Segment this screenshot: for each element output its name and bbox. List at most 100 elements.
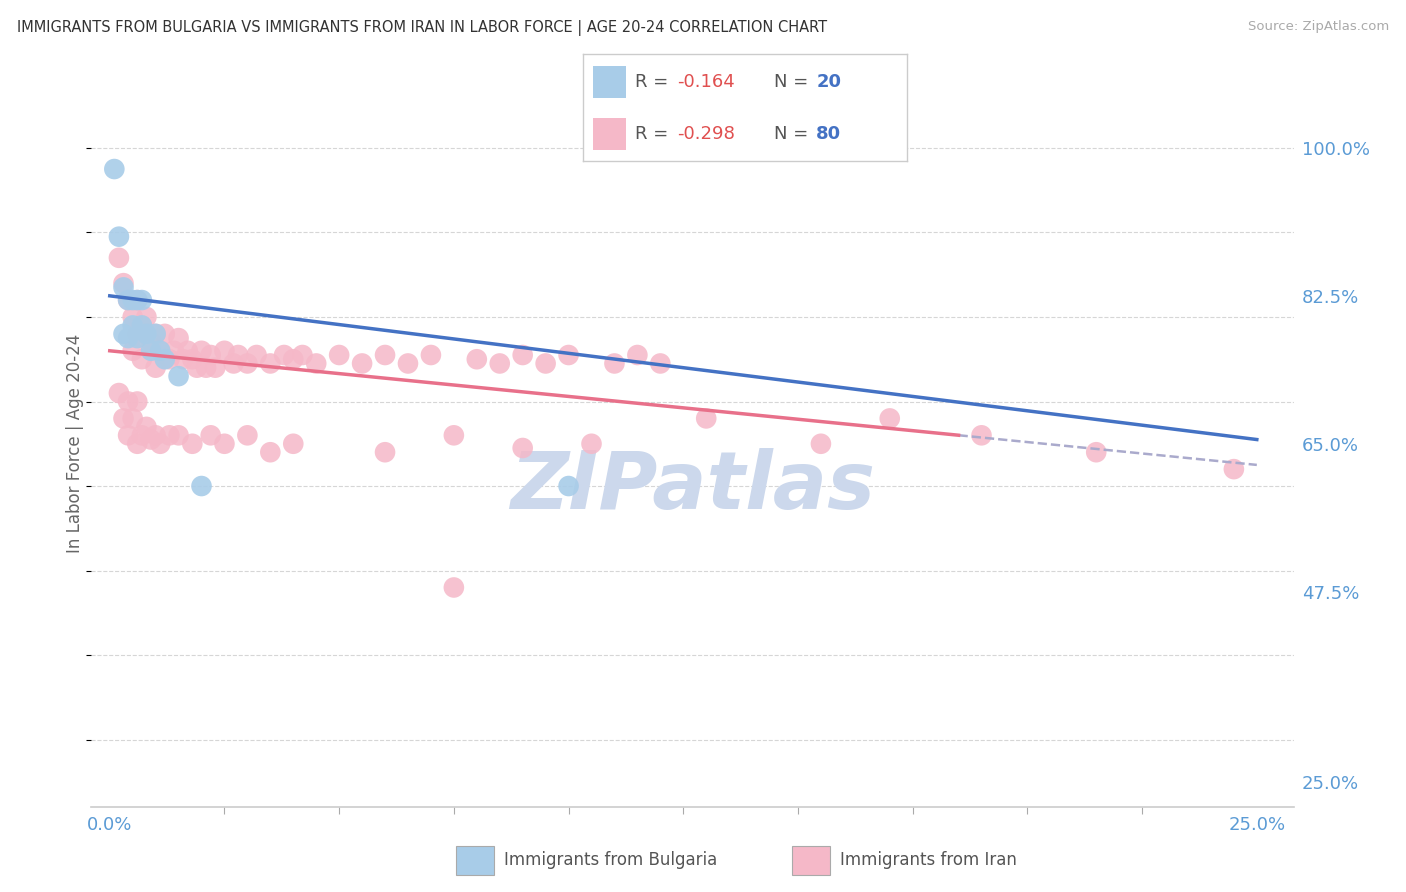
Point bbox=[190, 343, 212, 358]
Point bbox=[121, 310, 143, 324]
Point bbox=[145, 326, 167, 341]
Point bbox=[145, 360, 167, 375]
Point bbox=[103, 162, 125, 177]
Point bbox=[970, 428, 993, 442]
FancyBboxPatch shape bbox=[456, 846, 495, 875]
Point bbox=[186, 360, 208, 375]
Point bbox=[443, 581, 465, 595]
FancyBboxPatch shape bbox=[792, 846, 830, 875]
Point bbox=[131, 352, 153, 367]
Point bbox=[305, 356, 328, 370]
Text: ZIPatlas: ZIPatlas bbox=[510, 449, 875, 526]
Point bbox=[108, 386, 131, 401]
Point bbox=[200, 428, 222, 442]
Point bbox=[112, 411, 135, 425]
Point bbox=[117, 394, 139, 409]
Point bbox=[603, 356, 626, 370]
Point bbox=[167, 428, 190, 442]
Point bbox=[810, 437, 832, 451]
Point bbox=[153, 352, 176, 367]
Point bbox=[172, 352, 194, 367]
Text: 80: 80 bbox=[817, 125, 841, 143]
Point bbox=[121, 318, 143, 333]
Text: N =: N = bbox=[775, 125, 814, 143]
Text: 20: 20 bbox=[817, 73, 841, 91]
Point bbox=[512, 441, 534, 455]
Point bbox=[167, 369, 190, 384]
Point bbox=[396, 356, 419, 370]
Point bbox=[465, 352, 488, 367]
Point bbox=[131, 293, 153, 307]
Point bbox=[127, 326, 149, 341]
Point bbox=[149, 343, 172, 358]
Point bbox=[236, 356, 259, 370]
Point bbox=[214, 343, 236, 358]
Point bbox=[1223, 462, 1246, 476]
Point bbox=[557, 479, 579, 493]
Point bbox=[245, 348, 267, 362]
Text: R =: R = bbox=[636, 125, 675, 143]
Point bbox=[291, 348, 314, 362]
Point bbox=[557, 348, 579, 362]
Text: IMMIGRANTS FROM BULGARIA VS IMMIGRANTS FROM IRAN IN LABOR FORCE | AGE 20-24 CORR: IMMIGRANTS FROM BULGARIA VS IMMIGRANTS F… bbox=[17, 20, 827, 36]
Point bbox=[163, 343, 186, 358]
Point bbox=[190, 479, 212, 493]
Point bbox=[695, 411, 717, 425]
Point bbox=[195, 360, 218, 375]
Point bbox=[108, 229, 131, 244]
Point bbox=[127, 394, 149, 409]
Point bbox=[135, 326, 157, 341]
Point bbox=[1085, 445, 1108, 459]
Text: -0.298: -0.298 bbox=[678, 125, 735, 143]
Point bbox=[374, 445, 396, 459]
Point bbox=[149, 343, 172, 358]
Text: -0.164: -0.164 bbox=[678, 73, 735, 91]
Text: Source: ZipAtlas.com: Source: ZipAtlas.com bbox=[1249, 20, 1389, 33]
FancyBboxPatch shape bbox=[593, 118, 626, 150]
Point bbox=[879, 411, 901, 425]
Point bbox=[226, 348, 249, 362]
Point bbox=[534, 356, 557, 370]
Point bbox=[121, 293, 143, 307]
Point bbox=[177, 343, 200, 358]
Point bbox=[149, 437, 172, 451]
Point bbox=[167, 331, 190, 345]
Point bbox=[127, 331, 149, 345]
Point bbox=[139, 343, 162, 358]
Point bbox=[117, 428, 139, 442]
Point bbox=[145, 326, 167, 341]
Point bbox=[117, 293, 139, 307]
Point bbox=[127, 437, 149, 451]
Point bbox=[127, 293, 149, 307]
Point bbox=[273, 348, 295, 362]
Point bbox=[139, 335, 162, 350]
Point bbox=[581, 437, 603, 451]
Point bbox=[650, 356, 672, 370]
Point bbox=[127, 293, 149, 307]
Point bbox=[112, 326, 135, 341]
Point bbox=[117, 331, 139, 345]
Point bbox=[145, 428, 167, 442]
Point bbox=[157, 428, 180, 442]
Point bbox=[352, 356, 374, 370]
Text: Immigrants from Bulgaria: Immigrants from Bulgaria bbox=[505, 851, 717, 870]
Point bbox=[328, 348, 350, 362]
Point bbox=[153, 326, 176, 341]
Point bbox=[139, 433, 162, 447]
Point bbox=[131, 428, 153, 442]
Point bbox=[108, 251, 131, 265]
Point bbox=[419, 348, 441, 362]
Text: N =: N = bbox=[775, 73, 814, 91]
Point bbox=[626, 348, 648, 362]
Point bbox=[204, 360, 226, 375]
Point bbox=[259, 445, 281, 459]
Point bbox=[112, 280, 135, 294]
FancyBboxPatch shape bbox=[593, 66, 626, 98]
Point bbox=[443, 428, 465, 442]
Point bbox=[488, 356, 510, 370]
Point bbox=[135, 420, 157, 434]
Point bbox=[236, 428, 259, 442]
Point bbox=[121, 411, 143, 425]
Point bbox=[131, 318, 153, 333]
Point bbox=[181, 437, 204, 451]
